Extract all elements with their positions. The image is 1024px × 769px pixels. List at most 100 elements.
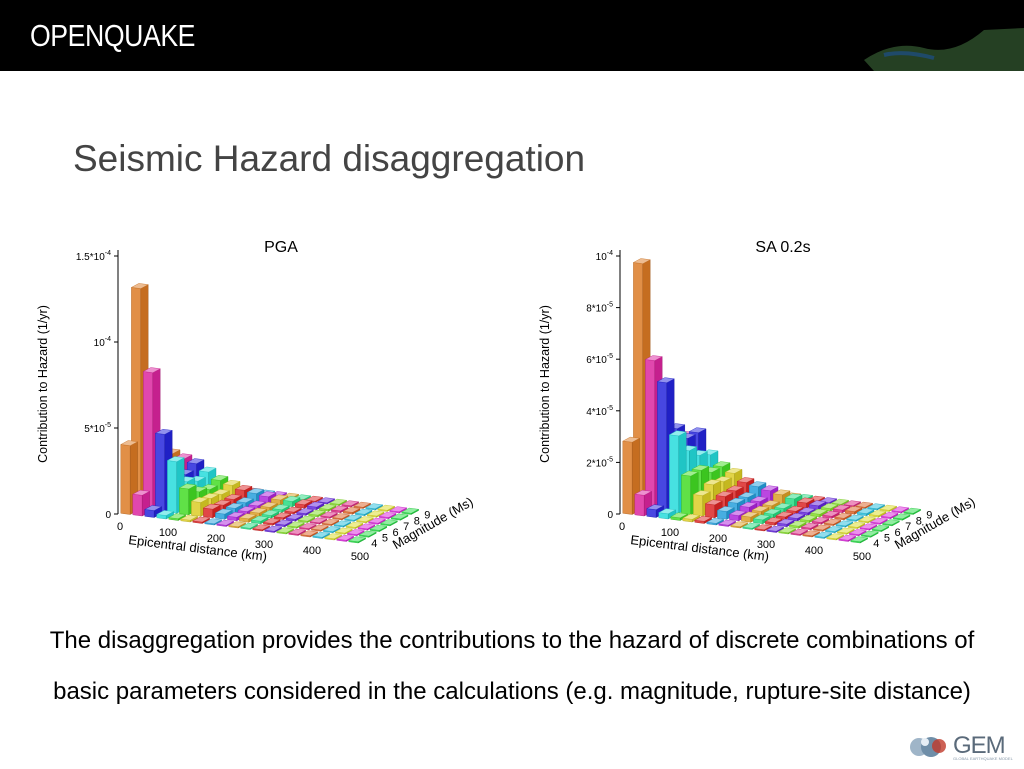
chart-sa-bar xyxy=(831,498,850,506)
chart-pga-bar xyxy=(322,526,341,534)
chart-sa-bar xyxy=(844,506,863,515)
chart-sa-bar xyxy=(694,515,713,524)
chart-sa-bar xyxy=(740,511,759,523)
chart-sa-bar xyxy=(646,504,665,518)
chart-pga-bar xyxy=(310,524,329,532)
chart-sa-bar xyxy=(860,530,879,538)
chart-pga-bar xyxy=(252,524,271,532)
chart-pga-bar xyxy=(286,521,305,529)
chart-sa-x-tick-label: 500 xyxy=(853,551,871,563)
chart-sa-bar xyxy=(843,500,862,508)
chart-sa-bar xyxy=(814,531,833,539)
chart-pga-bar xyxy=(294,499,313,509)
earth-horizon-image xyxy=(724,0,1024,71)
chart-pga-bar xyxy=(346,529,365,537)
chart-pga-bar xyxy=(358,530,377,538)
chart-sa-bar xyxy=(850,536,869,544)
chart-sa-z-tick-label: 4 xyxy=(873,538,879,550)
chart-sa-bar xyxy=(881,519,901,527)
chart-pga-x-tick-label: 200 xyxy=(207,533,225,545)
chart-pga-y-tick-label: 0 xyxy=(105,510,111,521)
gem-logo: GEM GLOBAL EARTHQUAKE MODEL xyxy=(905,730,1017,764)
chart-sa-bar xyxy=(778,527,797,535)
chart-pga-bar xyxy=(345,521,364,529)
chart-sa-bar xyxy=(848,529,867,537)
chart-pga-bar xyxy=(202,503,221,519)
gem-logo-text: GEM xyxy=(953,732,1006,759)
chart-sa-bar xyxy=(833,512,853,521)
chart-pga-bar xyxy=(144,505,163,518)
chart-sa-bar xyxy=(880,511,899,520)
chart-sa-z-tick-label: 7 xyxy=(905,521,911,533)
chart-pga-bar xyxy=(249,507,268,517)
chart-pga-bar xyxy=(297,515,316,523)
chart-pga-bar xyxy=(342,507,361,515)
chart-pga-bar xyxy=(283,506,303,515)
chart-sa-title: SA 0.2s xyxy=(755,239,810,256)
chart-pga-bar xyxy=(378,512,397,520)
chart-sa-bar xyxy=(658,508,677,520)
chart-pga-bar xyxy=(285,513,304,522)
chart-sa-bar xyxy=(800,522,819,531)
chart-pga-bar xyxy=(204,518,223,526)
chart-pga-bar xyxy=(369,524,388,532)
slide-body-text: The disaggregation provides the contribu… xyxy=(49,627,975,705)
chart-pga-y-tick-label: 5*10-5 xyxy=(84,422,111,435)
chart-pga-z-tick-label: 9 xyxy=(424,510,430,522)
chart-pga-bar xyxy=(379,519,399,527)
chart-pga-ylabel: Contribution to Hazard (1/yr) xyxy=(36,305,50,463)
chart-pga-x-tick-label: 300 xyxy=(255,539,273,551)
chart-sa-ylabel: Contribution to Hazard (1/yr) xyxy=(538,305,552,463)
chart-pga-bar xyxy=(192,516,211,524)
chart-pga-bar xyxy=(298,523,317,531)
chart-sa-bar xyxy=(730,521,749,529)
chart-pga-bar xyxy=(318,504,337,512)
chart-sa-bar xyxy=(754,524,773,532)
chart-pga-bar xyxy=(180,514,199,523)
chart-sa-z-tick-label: 9 xyxy=(926,510,932,522)
chart-sa-z-tick-label: 8 xyxy=(916,515,922,527)
chart-sa-bar xyxy=(856,508,875,517)
chart-sa-bar xyxy=(776,518,795,528)
chart-sa-bar xyxy=(868,510,887,518)
chart-pga-bar xyxy=(156,510,175,520)
chart-pga-bar xyxy=(240,522,259,530)
chart-pga-bar xyxy=(321,518,340,526)
chart-pga-y-tick-label: 1.5*10-4 xyxy=(76,250,111,263)
chart-pga-z-tick-label: 4 xyxy=(371,538,377,550)
chart-pga-x-tick-label: 0 xyxy=(117,521,123,533)
chart-sa-bar xyxy=(836,527,855,535)
chart-pga-svg: PGA 0 5*10-5 10-4 1.5*10-4 Contribution to Ha… xyxy=(36,239,476,564)
chart-pga-bar xyxy=(390,513,409,521)
chart-pga-bar xyxy=(333,520,352,528)
chart-pga-bar xyxy=(329,498,348,506)
chart-sa-xlabel: Epicentral distance (km) xyxy=(630,532,770,564)
chart-sa-bar xyxy=(835,520,854,528)
chart-pga-y-tick-label: 10-4 xyxy=(94,336,111,349)
chart-pga-xlabel: Epicentral distance (km) xyxy=(128,532,268,564)
chart-pga-bar xyxy=(276,527,295,535)
chart-pga-x-tick-label: 100 xyxy=(159,527,177,539)
chart-sa-y-tick-label: 8*10-5 xyxy=(586,302,613,315)
chart-sa-bar xyxy=(787,513,806,522)
chart-pga-bar xyxy=(306,501,325,511)
chart-sa-bar xyxy=(859,523,878,531)
chart-pga-x-tick-label: 400 xyxy=(303,545,321,557)
chart-sa-bar xyxy=(857,516,877,524)
chart-sa-bar xyxy=(766,525,785,533)
chart-pga-bar xyxy=(366,510,385,518)
chart-pga-bar xyxy=(324,533,343,541)
chart-sa-bar xyxy=(706,518,725,526)
chart-sa-bar xyxy=(871,524,890,532)
chart-pga-bar xyxy=(307,509,327,518)
chart-pga-z-tick-label: 5 xyxy=(382,532,388,544)
chart-pga-x-tick-label: 500 xyxy=(351,551,369,563)
chart-sa-bar xyxy=(845,514,865,522)
chart-pga-bar xyxy=(190,497,209,517)
chart-sa-x-tick-label: 200 xyxy=(709,533,727,545)
chart-pga-bar xyxy=(367,517,387,525)
chart-pga-bar xyxy=(355,516,375,524)
chart-pga-bar xyxy=(168,513,187,521)
chart-sa-bar xyxy=(790,528,809,536)
chart-sa-bar xyxy=(670,512,689,521)
